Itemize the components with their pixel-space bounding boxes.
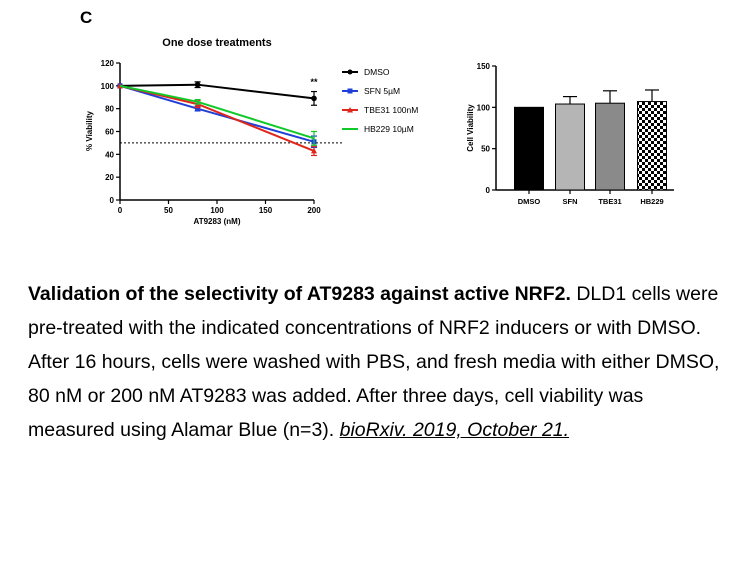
y-tick-label: 100 <box>101 82 115 91</box>
figure-caption: Validation of the selectivity of AT9283 … <box>28 277 728 447</box>
chart-title: One dose treatments <box>162 37 271 49</box>
panel-letter: C <box>80 8 93 27</box>
caption-title: Validation of the selectivity of AT9283 … <box>28 283 571 305</box>
x-tick-label: 50 <box>164 206 173 215</box>
legend-marker <box>347 88 353 94</box>
significance-annotation: ** <box>310 77 318 87</box>
y-tick-label: 0 <box>110 196 115 205</box>
data-point <box>311 95 317 102</box>
figure: One dose treatments 0 20 40 60 80 100 120 0 50 100… <box>85 37 674 226</box>
y-tick-label: 80 <box>105 105 114 114</box>
bar-category-label: TBE31 <box>598 197 621 206</box>
bar-y-tick-label: 100 <box>477 103 491 112</box>
data-point <box>195 106 201 112</box>
y-axis-label: % Viability <box>85 111 94 151</box>
bar-category-label: DMSO <box>518 197 541 206</box>
y-tick-label: 120 <box>101 59 115 68</box>
caption-body: DLD1 cells were pre-treated with the ind… <box>28 283 720 441</box>
bar-sfn <box>555 103 585 191</box>
x-tick-label: 0 <box>118 206 123 215</box>
bar-category-label: HB229 <box>640 197 663 206</box>
bar-tbe31 <box>595 102 625 191</box>
data-point <box>194 81 201 88</box>
bar-dmso <box>514 106 544 191</box>
caption-citation: bioRxiv. 2019, October 21. <box>339 419 570 441</box>
bar-category-label: SFN <box>563 197 578 206</box>
legend-label-2: TBE31 100nM <box>364 105 418 115</box>
legend-label-0: DMSO <box>364 67 390 77</box>
y-tick-label: 40 <box>105 150 114 159</box>
bar-hb229 <box>637 101 667 191</box>
cell-viability-bar-chart: 0 50 100 150 Cell Viability DMSO SFN TBE31 HB229 <box>466 62 674 206</box>
bar-y-tick-label: 150 <box>477 62 491 71</box>
y-tick-label: 60 <box>105 128 114 137</box>
x-axis-label: AT9283 (nM) <box>194 217 241 226</box>
legend-marker <box>347 69 353 75</box>
x-tick-label: 100 <box>210 206 224 215</box>
y-tick-label: 20 <box>105 173 114 182</box>
bar-y-axis-label: Cell Viability <box>466 104 475 152</box>
legend-marker <box>347 107 353 113</box>
bar-y-tick-label: 50 <box>481 145 490 154</box>
x-tick-label: 150 <box>259 206 273 215</box>
legend-label-3: HB229 10µM <box>364 124 414 134</box>
data-point <box>311 147 317 154</box>
viability-line-chart: One dose treatments 0 20 40 60 80 100 120 0 50 100… <box>85 37 418 226</box>
bar-y-tick-label: 0 <box>486 186 491 195</box>
x-tick-label: 200 <box>307 206 321 215</box>
legend-label-1: SFN 5µM <box>364 86 400 96</box>
